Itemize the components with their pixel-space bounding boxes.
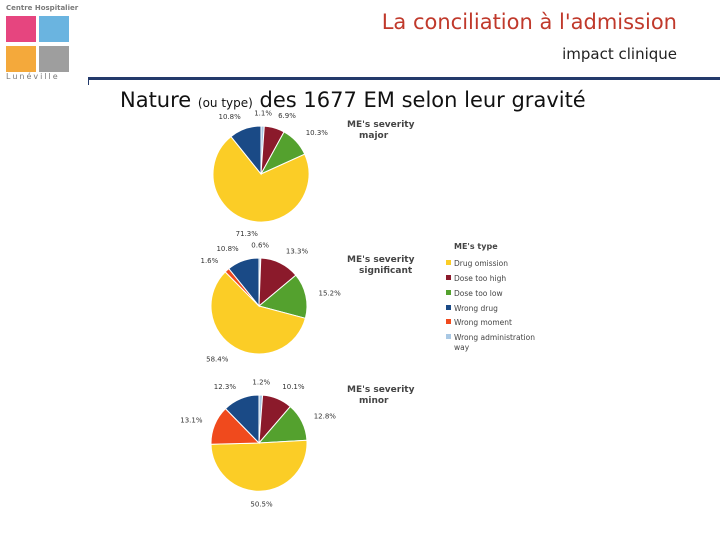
pie-data-label: 0.6% [251, 242, 269, 250]
pie-data-label: 12.3% [214, 383, 237, 391]
pie-data-label: 71.3% [236, 230, 259, 238]
pie-title-qualifier: significant [359, 266, 413, 276]
legend-swatch [446, 334, 451, 339]
pie-slice [210, 439, 308, 492]
pie-slice [228, 257, 260, 308]
pie-data-label: 10.8% [216, 245, 239, 253]
pie-title: ME's severity [347, 255, 415, 265]
pie-slice [230, 125, 262, 176]
legend-label: Wrong moment [454, 318, 512, 327]
legend-swatch [446, 260, 451, 265]
pie-data-label: 10.3% [306, 129, 329, 137]
pie-data-label: 12.8% [314, 413, 337, 421]
legend-label-continued: way [454, 343, 470, 352]
pie-title-qualifier: major [359, 131, 389, 141]
pie-slice [210, 271, 307, 355]
legend-swatch [446, 305, 451, 310]
slide-title: La conciliation à l'admission [381, 10, 677, 34]
legend-label: Dose too low [454, 289, 503, 298]
legend-label: Drug omission [454, 259, 508, 268]
logo-square-blue [39, 16, 69, 42]
logo-square-gray [39, 46, 69, 72]
heading-small: (ou type) [197, 96, 253, 110]
pie-slice [212, 135, 310, 223]
pie-data-label: 6.9% [278, 112, 296, 120]
pie-title: ME's severity [347, 385, 415, 395]
pie-slice [224, 394, 260, 445]
legend-swatch [446, 319, 451, 324]
slide-heading: Nature (ou type) des 1677 EM selon leur … [120, 88, 586, 112]
logo-town: Lunéville [6, 72, 60, 81]
legend-label: Wrong drug [454, 304, 498, 313]
legend-swatch [446, 275, 451, 280]
legend-swatch [446, 290, 451, 295]
pie-data-label: 15.2% [319, 289, 342, 297]
logo-square-orange [6, 46, 36, 72]
pie-data-label: 1.1% [254, 110, 272, 118]
pie-data-label: 58.4% [206, 355, 229, 363]
hospital-logo: Centre Hospitalier Lunéville [6, 4, 78, 81]
pie-data-label: 13.3% [286, 248, 309, 256]
pie-title-qualifier: minor [359, 396, 389, 406]
slide-subtitle: impact clinique [562, 45, 677, 63]
pie-data-label: 1.2% [252, 379, 270, 387]
header-rule [88, 77, 720, 80]
logo-square-pink [6, 16, 36, 42]
heading-main: Nature [120, 88, 192, 112]
legend-label: Dose too high [454, 274, 506, 283]
legend-title: ME's type [454, 242, 498, 251]
pie-data-label: 13.1% [180, 417, 203, 425]
heading-rest: des 1677 EM selon leur gravité [259, 88, 586, 112]
pie-data-label: 50.5% [250, 500, 273, 508]
pie-data-label: 10.8% [219, 113, 242, 121]
legend-label: Wrong administration [454, 333, 535, 342]
header-rule-tick [88, 77, 89, 85]
pie-title: ME's severity [347, 120, 415, 130]
pie-data-label: 10.1% [282, 383, 305, 391]
pie-data-label: 1.6% [201, 257, 219, 265]
logo-name: Centre Hospitalier [6, 4, 79, 12]
